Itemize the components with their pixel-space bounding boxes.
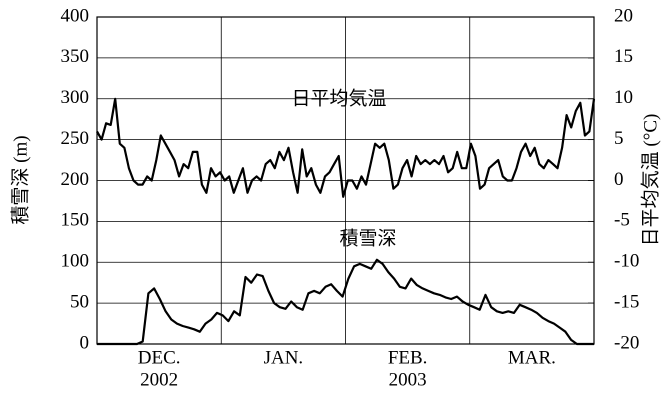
x-tick-label: MAR. [508,347,556,368]
year-label: 2002 [140,369,178,390]
series-line [97,258,594,346]
y2-tick-label: 10 [614,87,633,108]
y2-tick-label: -20 [614,332,639,353]
x-tick-label: FEB. [388,347,428,368]
y2-tick-label: -15 [614,291,639,312]
y2-tick-label: -5 [614,210,630,231]
y-tick-label: 200 [61,169,90,190]
y-tick-label: 400 [61,5,90,26]
x-tick-label: DEC. [138,347,181,368]
series-line [96,97,596,198]
y2-axis-title: 日平均気温 (°C) [639,114,661,247]
y-tick-label: 300 [61,87,90,108]
y-tick-label: 150 [61,210,90,231]
x-tick-label: JAN. [264,347,304,368]
y2-tick-label: -10 [614,251,639,272]
y2-tick-label: 15 [614,46,633,67]
y-tick-label: 100 [61,251,90,272]
y-tick-label: 250 [61,128,90,149]
y2-tick-label: 0 [614,169,624,190]
annotation: 積雪深 [339,227,396,249]
y2-tick-label: 5 [614,128,624,149]
y-tick-label: 0 [80,332,90,353]
y-tick-label: 50 [70,291,89,312]
y-axis-title: 積雪深 (m) [9,135,31,224]
plot-frame [96,16,595,345]
year-label: 2003 [389,369,427,390]
y-tick-label: 350 [61,46,90,67]
y2-tick-label: 20 [614,5,633,26]
